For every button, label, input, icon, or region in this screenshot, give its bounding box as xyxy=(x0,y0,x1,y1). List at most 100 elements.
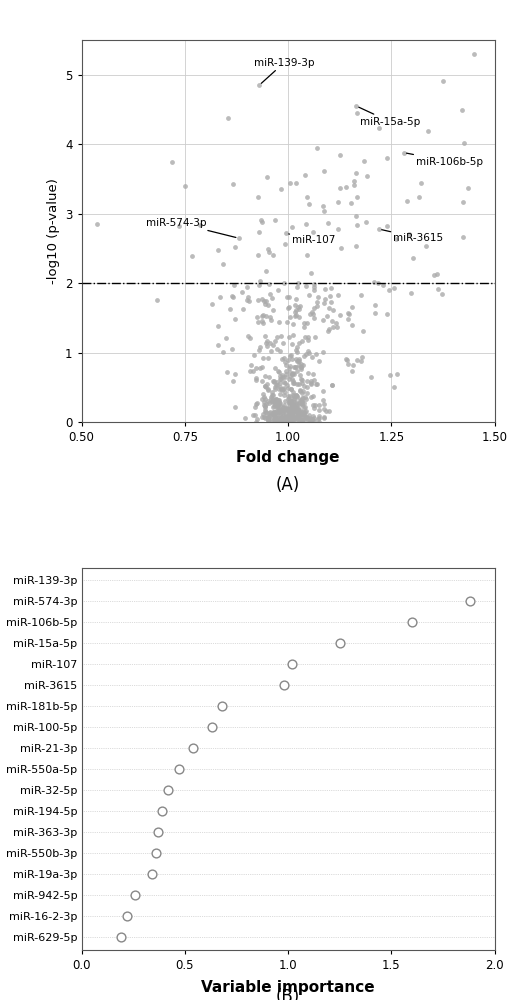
Point xyxy=(219,344,227,360)
Point xyxy=(266,335,274,351)
Point xyxy=(276,368,284,384)
Point xyxy=(290,359,298,375)
Point xyxy=(288,400,296,416)
Point xyxy=(290,410,298,426)
Point xyxy=(370,297,378,313)
Point xyxy=(333,194,342,210)
Point xyxy=(207,719,215,735)
Point xyxy=(294,407,302,423)
Point xyxy=(302,373,310,389)
Point xyxy=(341,179,349,195)
Point xyxy=(258,406,266,422)
Point xyxy=(342,352,350,368)
Point xyxy=(288,396,296,412)
Point xyxy=(275,386,283,402)
Point xyxy=(267,394,275,410)
Point xyxy=(309,400,318,416)
Point xyxy=(345,306,353,322)
Point xyxy=(280,380,288,396)
Point xyxy=(295,357,303,373)
Point xyxy=(265,276,273,292)
Point xyxy=(261,328,269,344)
Point xyxy=(295,298,303,314)
Point xyxy=(286,368,294,384)
Point xyxy=(389,280,398,296)
Point xyxy=(242,292,250,308)
Point xyxy=(152,845,160,861)
Point xyxy=(285,394,293,410)
Point xyxy=(123,908,131,924)
Point xyxy=(281,401,290,417)
Point xyxy=(319,312,327,328)
Point xyxy=(294,309,302,325)
Point xyxy=(297,411,305,427)
Point xyxy=(268,302,276,318)
Point xyxy=(294,353,302,369)
Point xyxy=(262,263,270,279)
Point xyxy=(300,329,308,345)
Point xyxy=(271,381,279,397)
Point xyxy=(359,153,367,169)
Point xyxy=(290,401,298,417)
Point xyxy=(228,341,236,357)
Point xyxy=(284,300,292,316)
Point xyxy=(267,343,275,359)
Point xyxy=(262,404,270,420)
Point xyxy=(297,359,305,375)
Point xyxy=(289,384,297,400)
Point xyxy=(356,353,364,369)
Point xyxy=(284,388,292,404)
Point xyxy=(327,313,335,329)
Point xyxy=(314,353,322,369)
Point xyxy=(270,379,278,395)
Point xyxy=(357,349,365,365)
Point xyxy=(279,350,288,366)
Point xyxy=(251,370,260,386)
Point xyxy=(273,282,281,298)
Point xyxy=(276,381,285,397)
Point xyxy=(221,330,229,346)
Point xyxy=(276,407,284,423)
Point xyxy=(267,413,275,429)
Point xyxy=(271,414,279,430)
Point xyxy=(274,363,282,379)
Point xyxy=(326,280,334,296)
Point xyxy=(319,409,327,425)
Point xyxy=(309,408,317,424)
Point xyxy=(275,395,284,411)
Point xyxy=(307,304,315,320)
Point xyxy=(251,372,260,388)
Point xyxy=(276,371,285,387)
Point xyxy=(438,286,446,302)
Point xyxy=(284,380,292,396)
Point xyxy=(271,392,279,408)
Point xyxy=(399,145,407,161)
Point xyxy=(313,289,321,305)
Point xyxy=(303,332,311,348)
Point xyxy=(263,382,271,398)
Point xyxy=(300,167,308,183)
Point xyxy=(320,203,328,219)
Point xyxy=(309,372,318,388)
Point xyxy=(332,319,341,335)
Point xyxy=(270,410,278,426)
Point xyxy=(309,410,317,426)
Point xyxy=(438,73,446,89)
Point xyxy=(309,413,318,429)
Point xyxy=(335,147,343,163)
Point xyxy=(248,363,256,379)
Point xyxy=(310,329,319,345)
Point xyxy=(306,389,314,405)
Point xyxy=(293,353,301,369)
Point xyxy=(261,410,269,426)
Point xyxy=(228,176,236,192)
Point xyxy=(279,410,288,426)
Point xyxy=(327,377,335,393)
Point xyxy=(272,377,280,393)
Point xyxy=(268,404,276,420)
Point xyxy=(294,413,302,429)
Point xyxy=(268,393,276,409)
Point xyxy=(458,229,466,245)
Point xyxy=(251,414,260,430)
Point xyxy=(404,226,412,242)
